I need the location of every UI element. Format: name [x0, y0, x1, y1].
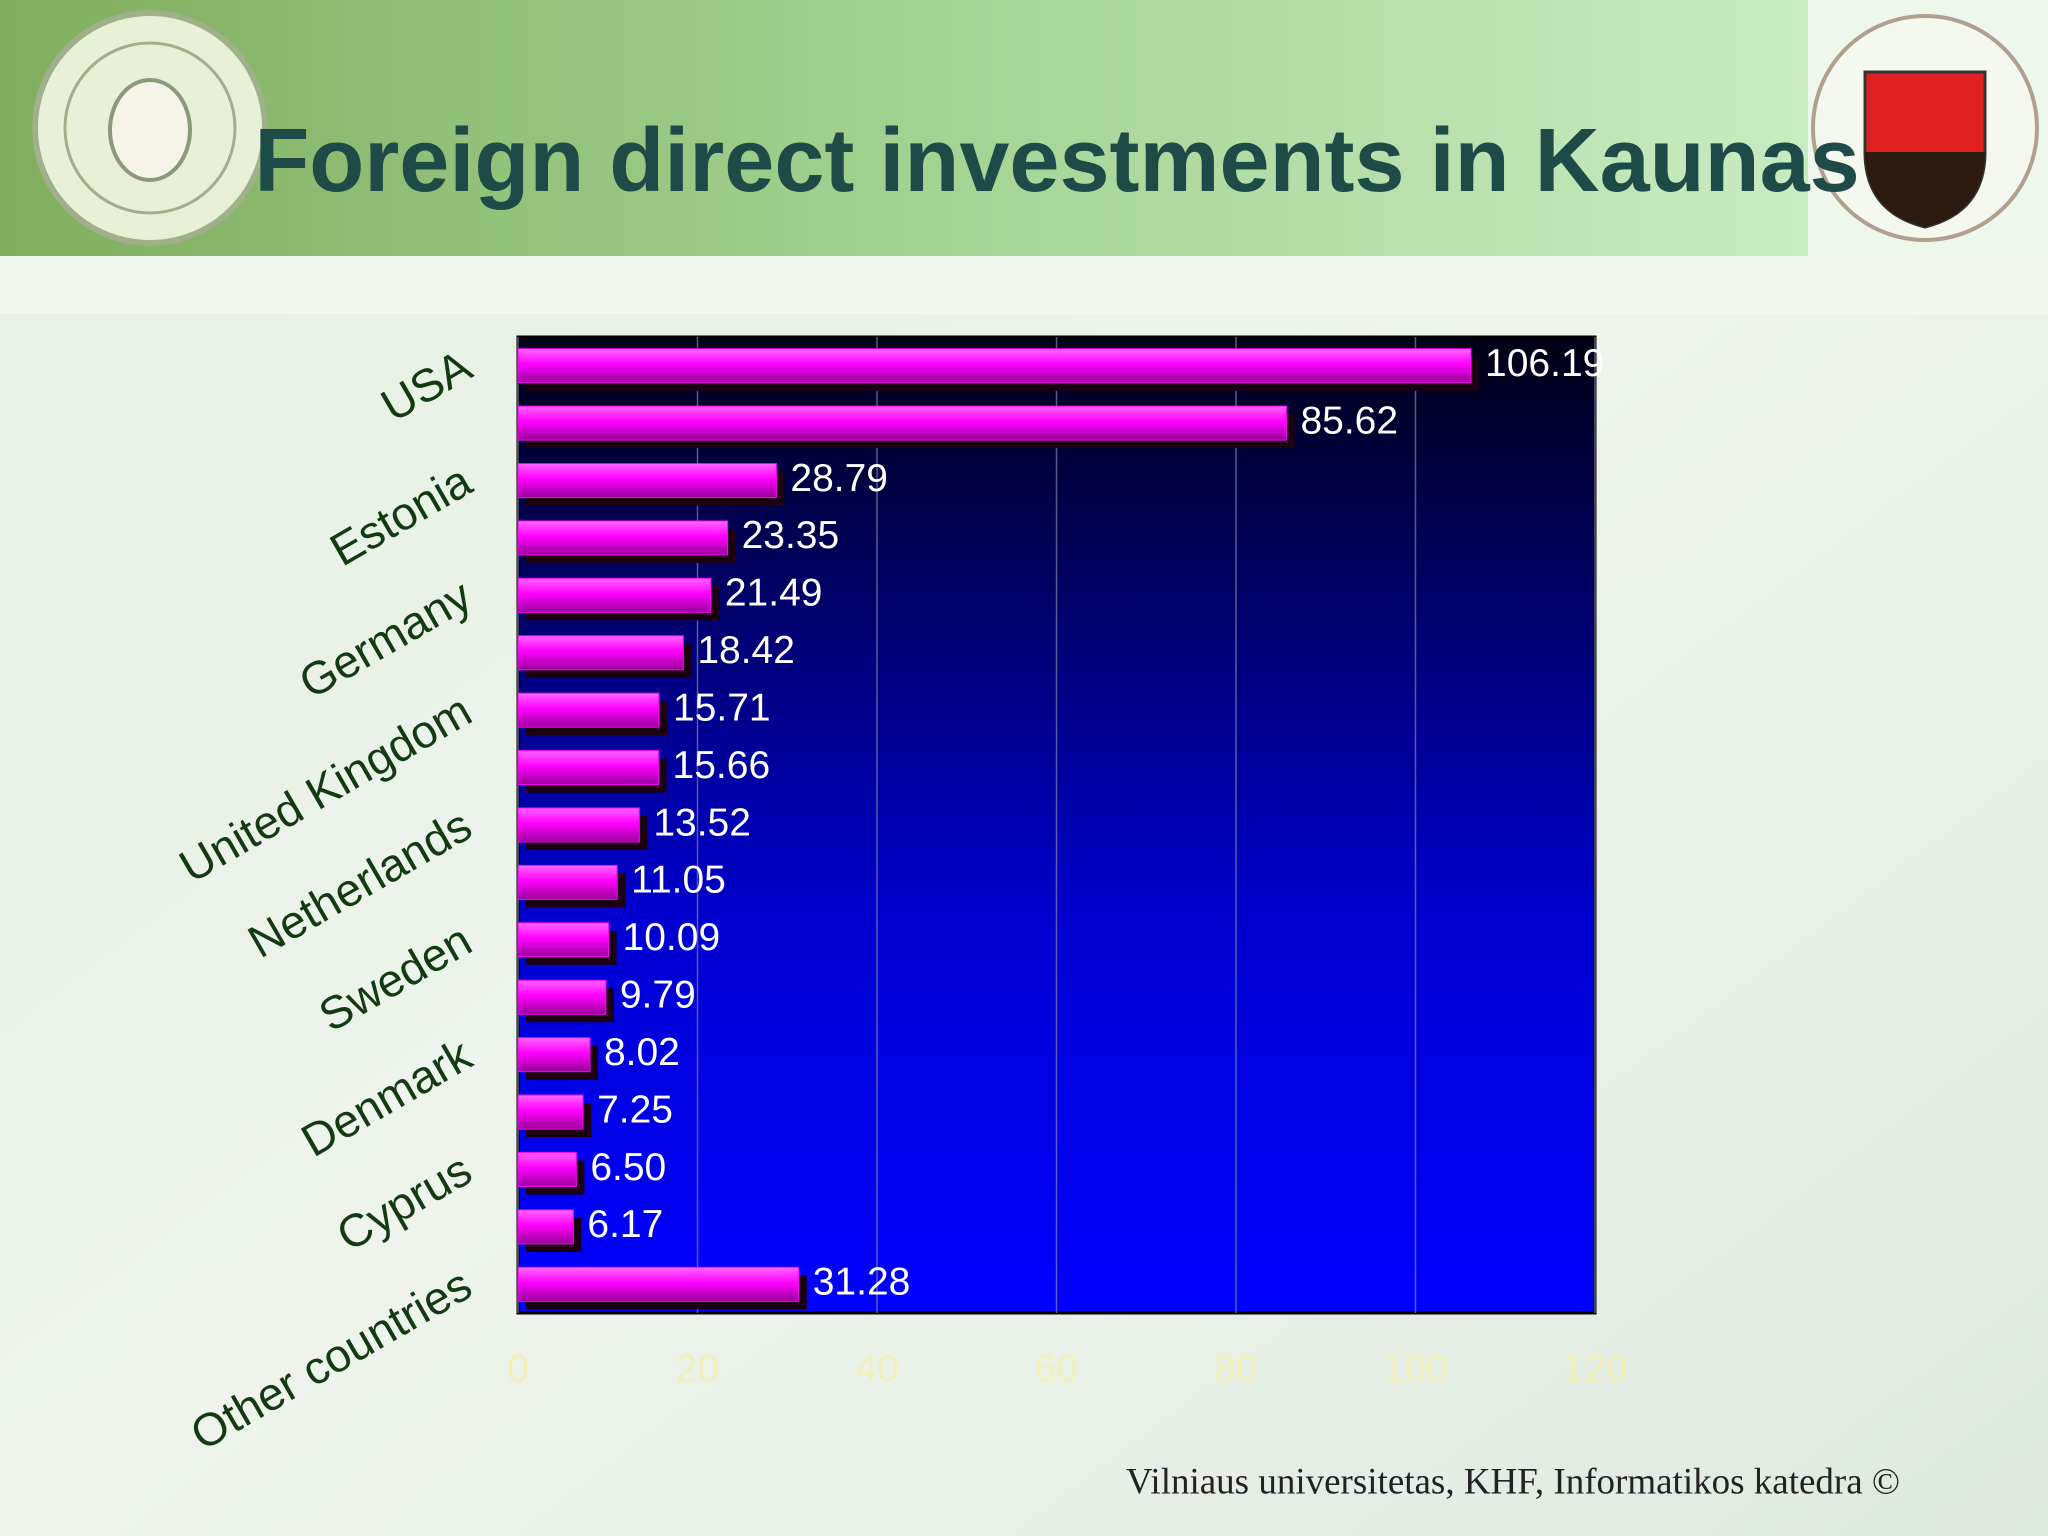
- bar: [517, 577, 712, 613]
- bar: [517, 348, 1472, 384]
- x-tick-label: 20: [676, 1347, 719, 1390]
- bar: [517, 1037, 591, 1073]
- value-label: 106.19: [1485, 342, 1604, 385]
- value-label: 21.49: [725, 572, 823, 615]
- x-tick-label: 80: [1214, 1347, 1257, 1390]
- value-label: 28.79: [790, 457, 888, 500]
- x-tick-label: 100: [1383, 1347, 1448, 1390]
- value-label: 15.71: [673, 686, 771, 729]
- value-label: 15.66: [673, 744, 771, 787]
- bar: [517, 807, 640, 843]
- bar: [517, 750, 660, 786]
- right-logo: [1808, 0, 2048, 256]
- bar: [517, 1094, 584, 1130]
- footer: Vilniaus universitetas, KHF, Informatiko…: [1126, 1461, 1900, 1502]
- value-label: 10.09: [623, 916, 721, 959]
- left-logo: [32, 10, 268, 246]
- value-label: 85.62: [1300, 399, 1398, 442]
- bar: [517, 1151, 577, 1187]
- value-label: 31.28: [813, 1261, 911, 1304]
- bar: [517, 405, 1287, 441]
- x-tick-label: 40: [855, 1347, 898, 1390]
- value-label: 6.50: [590, 1146, 666, 1189]
- value-label: 9.79: [620, 974, 696, 1017]
- value-label: 11.05: [631, 859, 726, 902]
- value-label: 13.52: [653, 801, 751, 844]
- value-label: 7.25: [597, 1088, 673, 1131]
- value-label: 8.02: [604, 1031, 680, 1074]
- header-strip: [0, 256, 2048, 314]
- x-tick-label: 60: [1035, 1347, 1078, 1390]
- x-tick-label: 0: [507, 1347, 529, 1390]
- bar: [517, 1266, 800, 1302]
- bar: [517, 1209, 574, 1245]
- bar: [517, 635, 684, 671]
- x-tick-label: 120: [1562, 1347, 1627, 1390]
- bar: [517, 922, 610, 958]
- bar: [517, 520, 729, 556]
- bar: [517, 463, 777, 499]
- value-label: 6.17: [587, 1203, 663, 1246]
- value-label: 18.42: [697, 629, 795, 672]
- bar: [517, 864, 618, 900]
- header-band: [0, 0, 2048, 256]
- value-label: 23.35: [742, 514, 840, 557]
- slide-title: Foreign direct investments in Kaunas: [254, 111, 1859, 211]
- bar: [517, 979, 607, 1015]
- bar: [517, 692, 660, 728]
